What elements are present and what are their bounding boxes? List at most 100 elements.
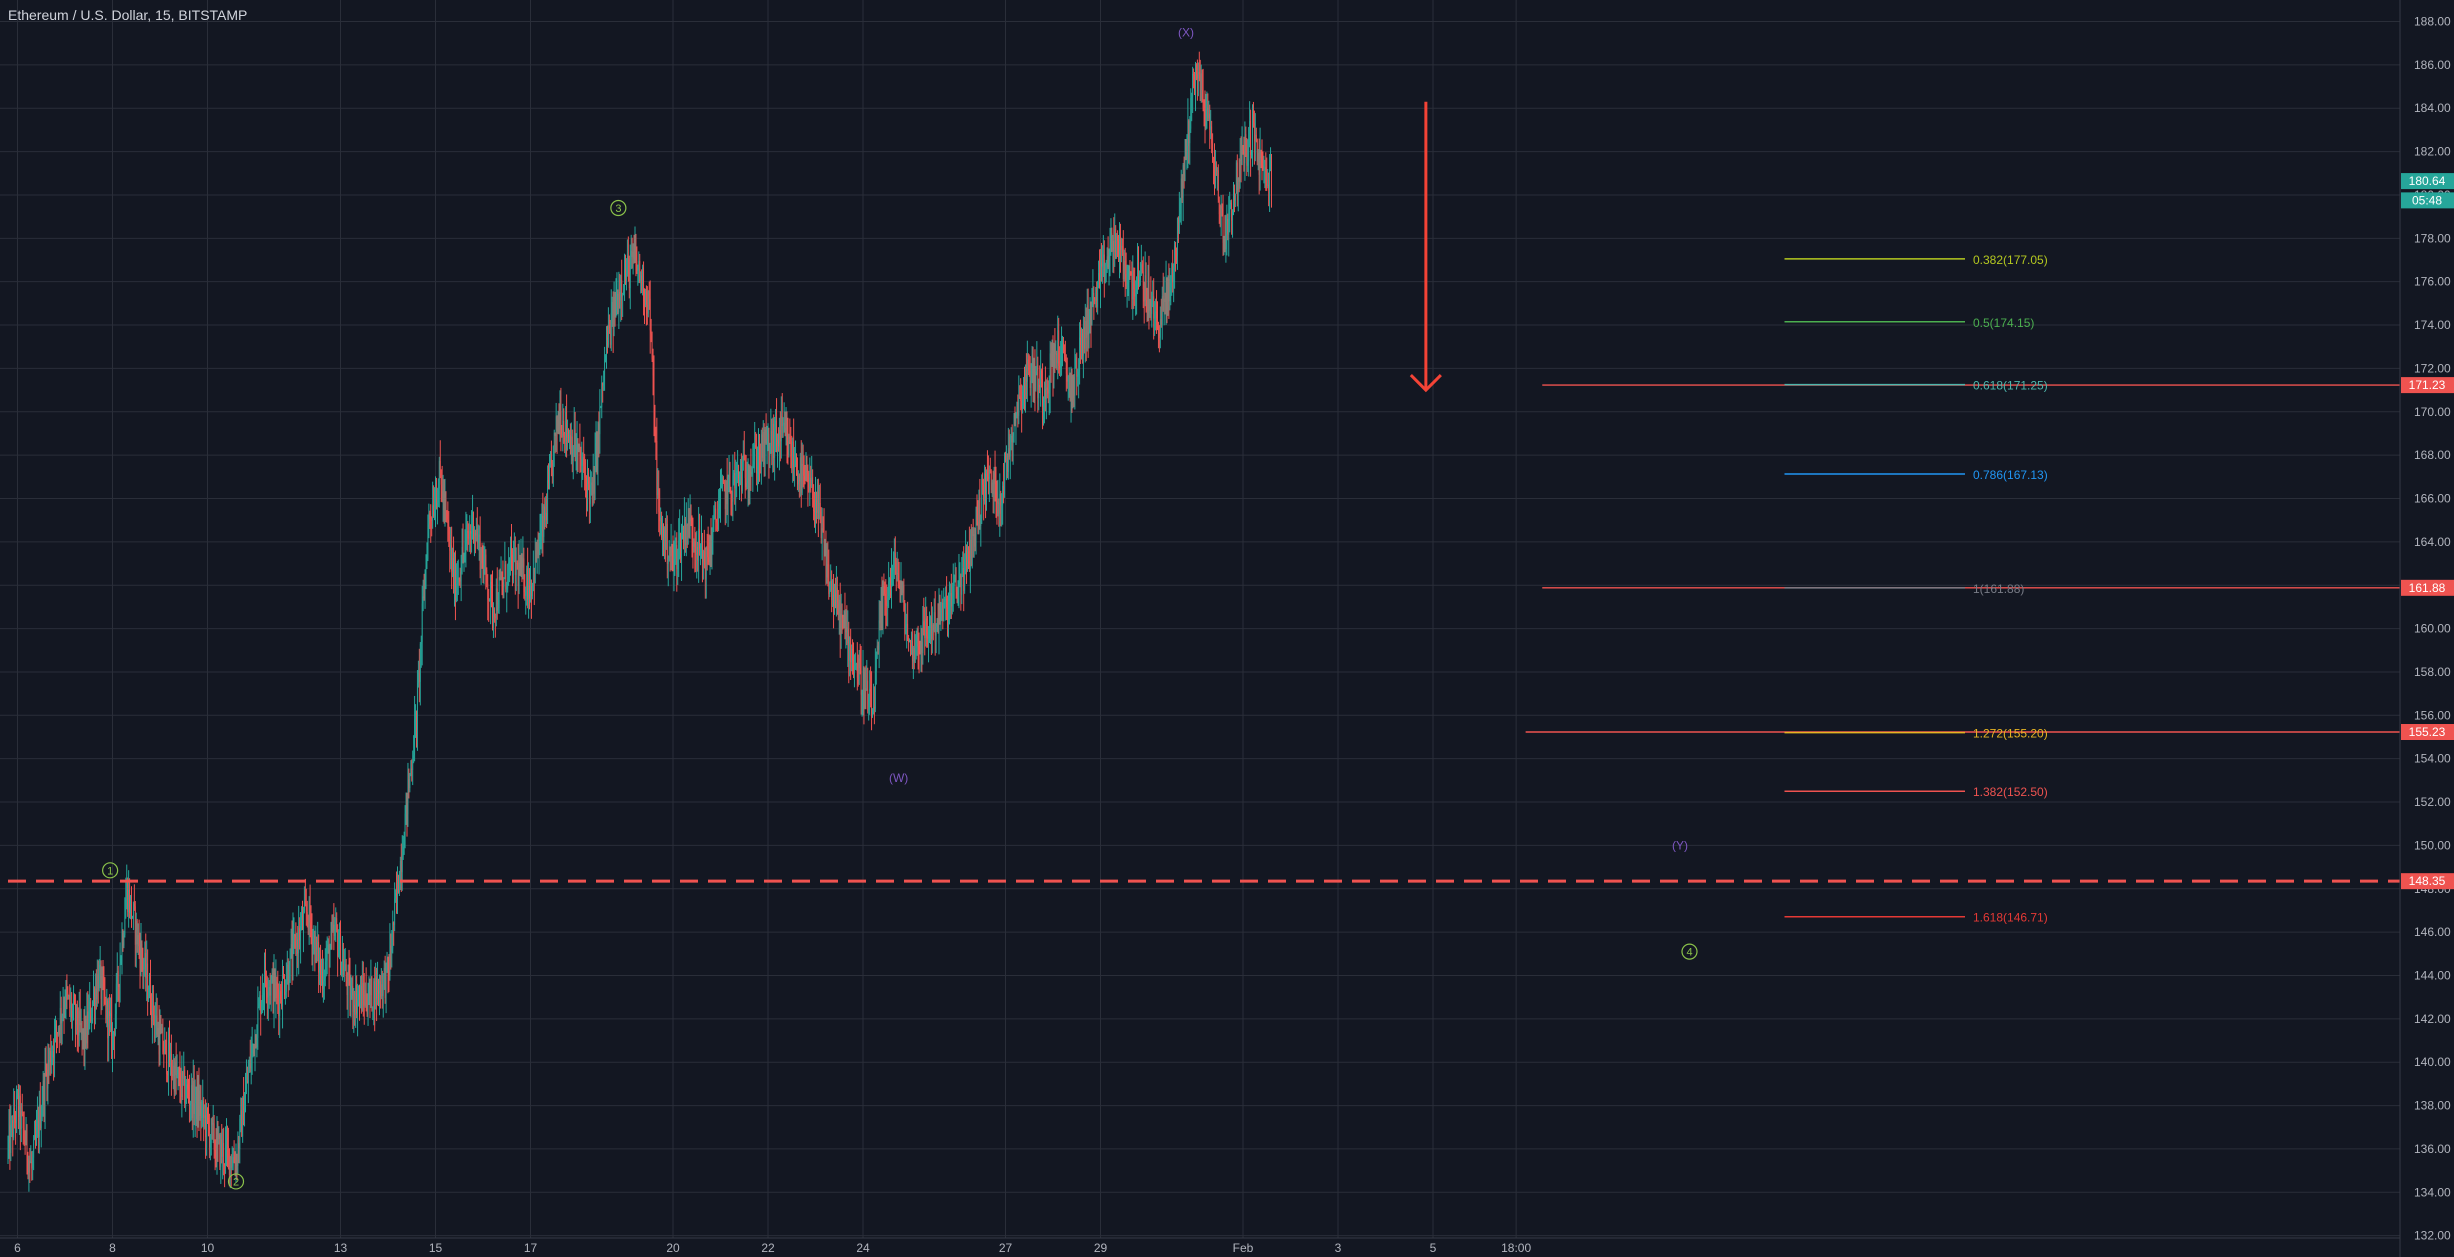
candle-body — [1232, 210, 1233, 221]
candle-body — [111, 1013, 112, 1051]
candle-body — [782, 424, 784, 426]
candle-body — [504, 564, 506, 578]
fib-level-label: 1.382(152.50) — [1973, 785, 2048, 799]
candle-body — [229, 1156, 231, 1176]
candle-body — [51, 1057, 53, 1066]
candle-body — [1213, 162, 1214, 165]
candle-body — [57, 1028, 59, 1034]
candle-body — [1111, 232, 1113, 251]
candle-body — [1235, 162, 1237, 194]
candle-body — [380, 981, 381, 997]
candle-body — [855, 664, 856, 666]
candle-body — [114, 1013, 116, 1036]
candle-body — [835, 592, 836, 608]
candle-body — [18, 1093, 19, 1118]
price-badge[interactable] — [2401, 579, 2454, 596]
candle-body — [772, 423, 774, 454]
price-badge-label: 171.23 — [2409, 378, 2446, 392]
candle-body — [1249, 120, 1251, 128]
candle-body — [440, 469, 442, 485]
price-badge[interactable] — [2401, 724, 2454, 741]
candle-body — [1252, 111, 1253, 151]
candle-body — [84, 1018, 86, 1049]
candle-body — [185, 1097, 187, 1104]
candle-body — [606, 337, 607, 357]
candle-body — [1004, 459, 1005, 495]
candle-body — [637, 264, 639, 271]
candle-body — [851, 648, 852, 663]
candle-body — [1146, 300, 1148, 311]
price-badge[interactable] — [2401, 377, 2454, 394]
candle-body — [88, 1011, 90, 1031]
price-badge[interactable] — [2401, 873, 2454, 890]
candle-body — [490, 581, 491, 601]
candle-body — [1114, 229, 1116, 253]
candle-body — [853, 660, 854, 671]
fib-level-label: 1.272(155.20) — [1973, 727, 2048, 741]
candle-body — [87, 1011, 89, 1031]
candle-body — [81, 1022, 83, 1034]
candle-body — [900, 580, 902, 589]
candle-body — [196, 1086, 198, 1120]
down-arrow-annotation[interactable] — [1409, 101, 1442, 393]
candle-body — [1020, 397, 1022, 401]
candle-body — [399, 860, 401, 890]
price-badge[interactable] — [2401, 192, 2454, 209]
candle-body — [335, 918, 337, 927]
candle-body — [838, 599, 840, 615]
candle-body — [1016, 401, 1018, 414]
candle-body — [468, 538, 470, 540]
candle-body — [1202, 90, 1204, 108]
candle-body — [266, 992, 268, 998]
candle-body — [353, 1005, 355, 1012]
candle-body — [1155, 311, 1156, 313]
candle-body — [633, 251, 635, 259]
candle-body — [779, 430, 781, 442]
candle-body — [949, 595, 950, 602]
candle-body — [925, 618, 927, 638]
candle-body — [1074, 359, 1076, 396]
candle-body — [1080, 337, 1081, 345]
arrow-head[interactable] — [1409, 374, 1442, 393]
candle-body — [321, 971, 322, 975]
candle-body — [970, 539, 972, 566]
candle-body — [915, 643, 917, 649]
candle-body — [1060, 361, 1061, 369]
time-tick-label: 22 — [761, 1241, 775, 1255]
candle-body — [757, 466, 758, 474]
candle-body — [894, 552, 896, 562]
candle-body — [459, 578, 461, 582]
candle-body — [410, 768, 412, 774]
candle-body — [987, 473, 988, 477]
candle-body — [19, 1095, 21, 1130]
candle-body — [137, 935, 139, 945]
candle-body — [674, 548, 676, 559]
candle-body — [1076, 357, 1078, 377]
candle-body — [628, 258, 630, 289]
candle-body — [510, 546, 511, 558]
candle-body — [25, 1127, 27, 1145]
price-badge[interactable] — [2401, 173, 2454, 190]
candle-body — [1092, 292, 1094, 296]
candle-body — [893, 567, 894, 570]
candle-body — [248, 1059, 250, 1072]
candle-body — [457, 577, 459, 584]
candle-body — [1077, 375, 1079, 377]
candle-body — [1200, 73, 1202, 101]
wave-label: 1 — [107, 865, 113, 877]
candle-body — [515, 562, 517, 576]
candle-body — [493, 609, 494, 621]
fib-extension-tool[interactable]: 0.382(177.05) 0.5(174.15) 0.618(171.25) 0.7… — [1784, 253, 2048, 925]
candle-body — [960, 576, 962, 595]
candle-body — [437, 488, 439, 503]
candle-body — [344, 964, 346, 970]
candle-body — [327, 944, 329, 947]
candle-body — [104, 994, 106, 998]
candle-body — [950, 593, 952, 607]
candle-body — [763, 431, 765, 465]
candle-body — [158, 1027, 160, 1055]
candle-body — [1267, 184, 1269, 186]
candle-body — [456, 583, 457, 601]
